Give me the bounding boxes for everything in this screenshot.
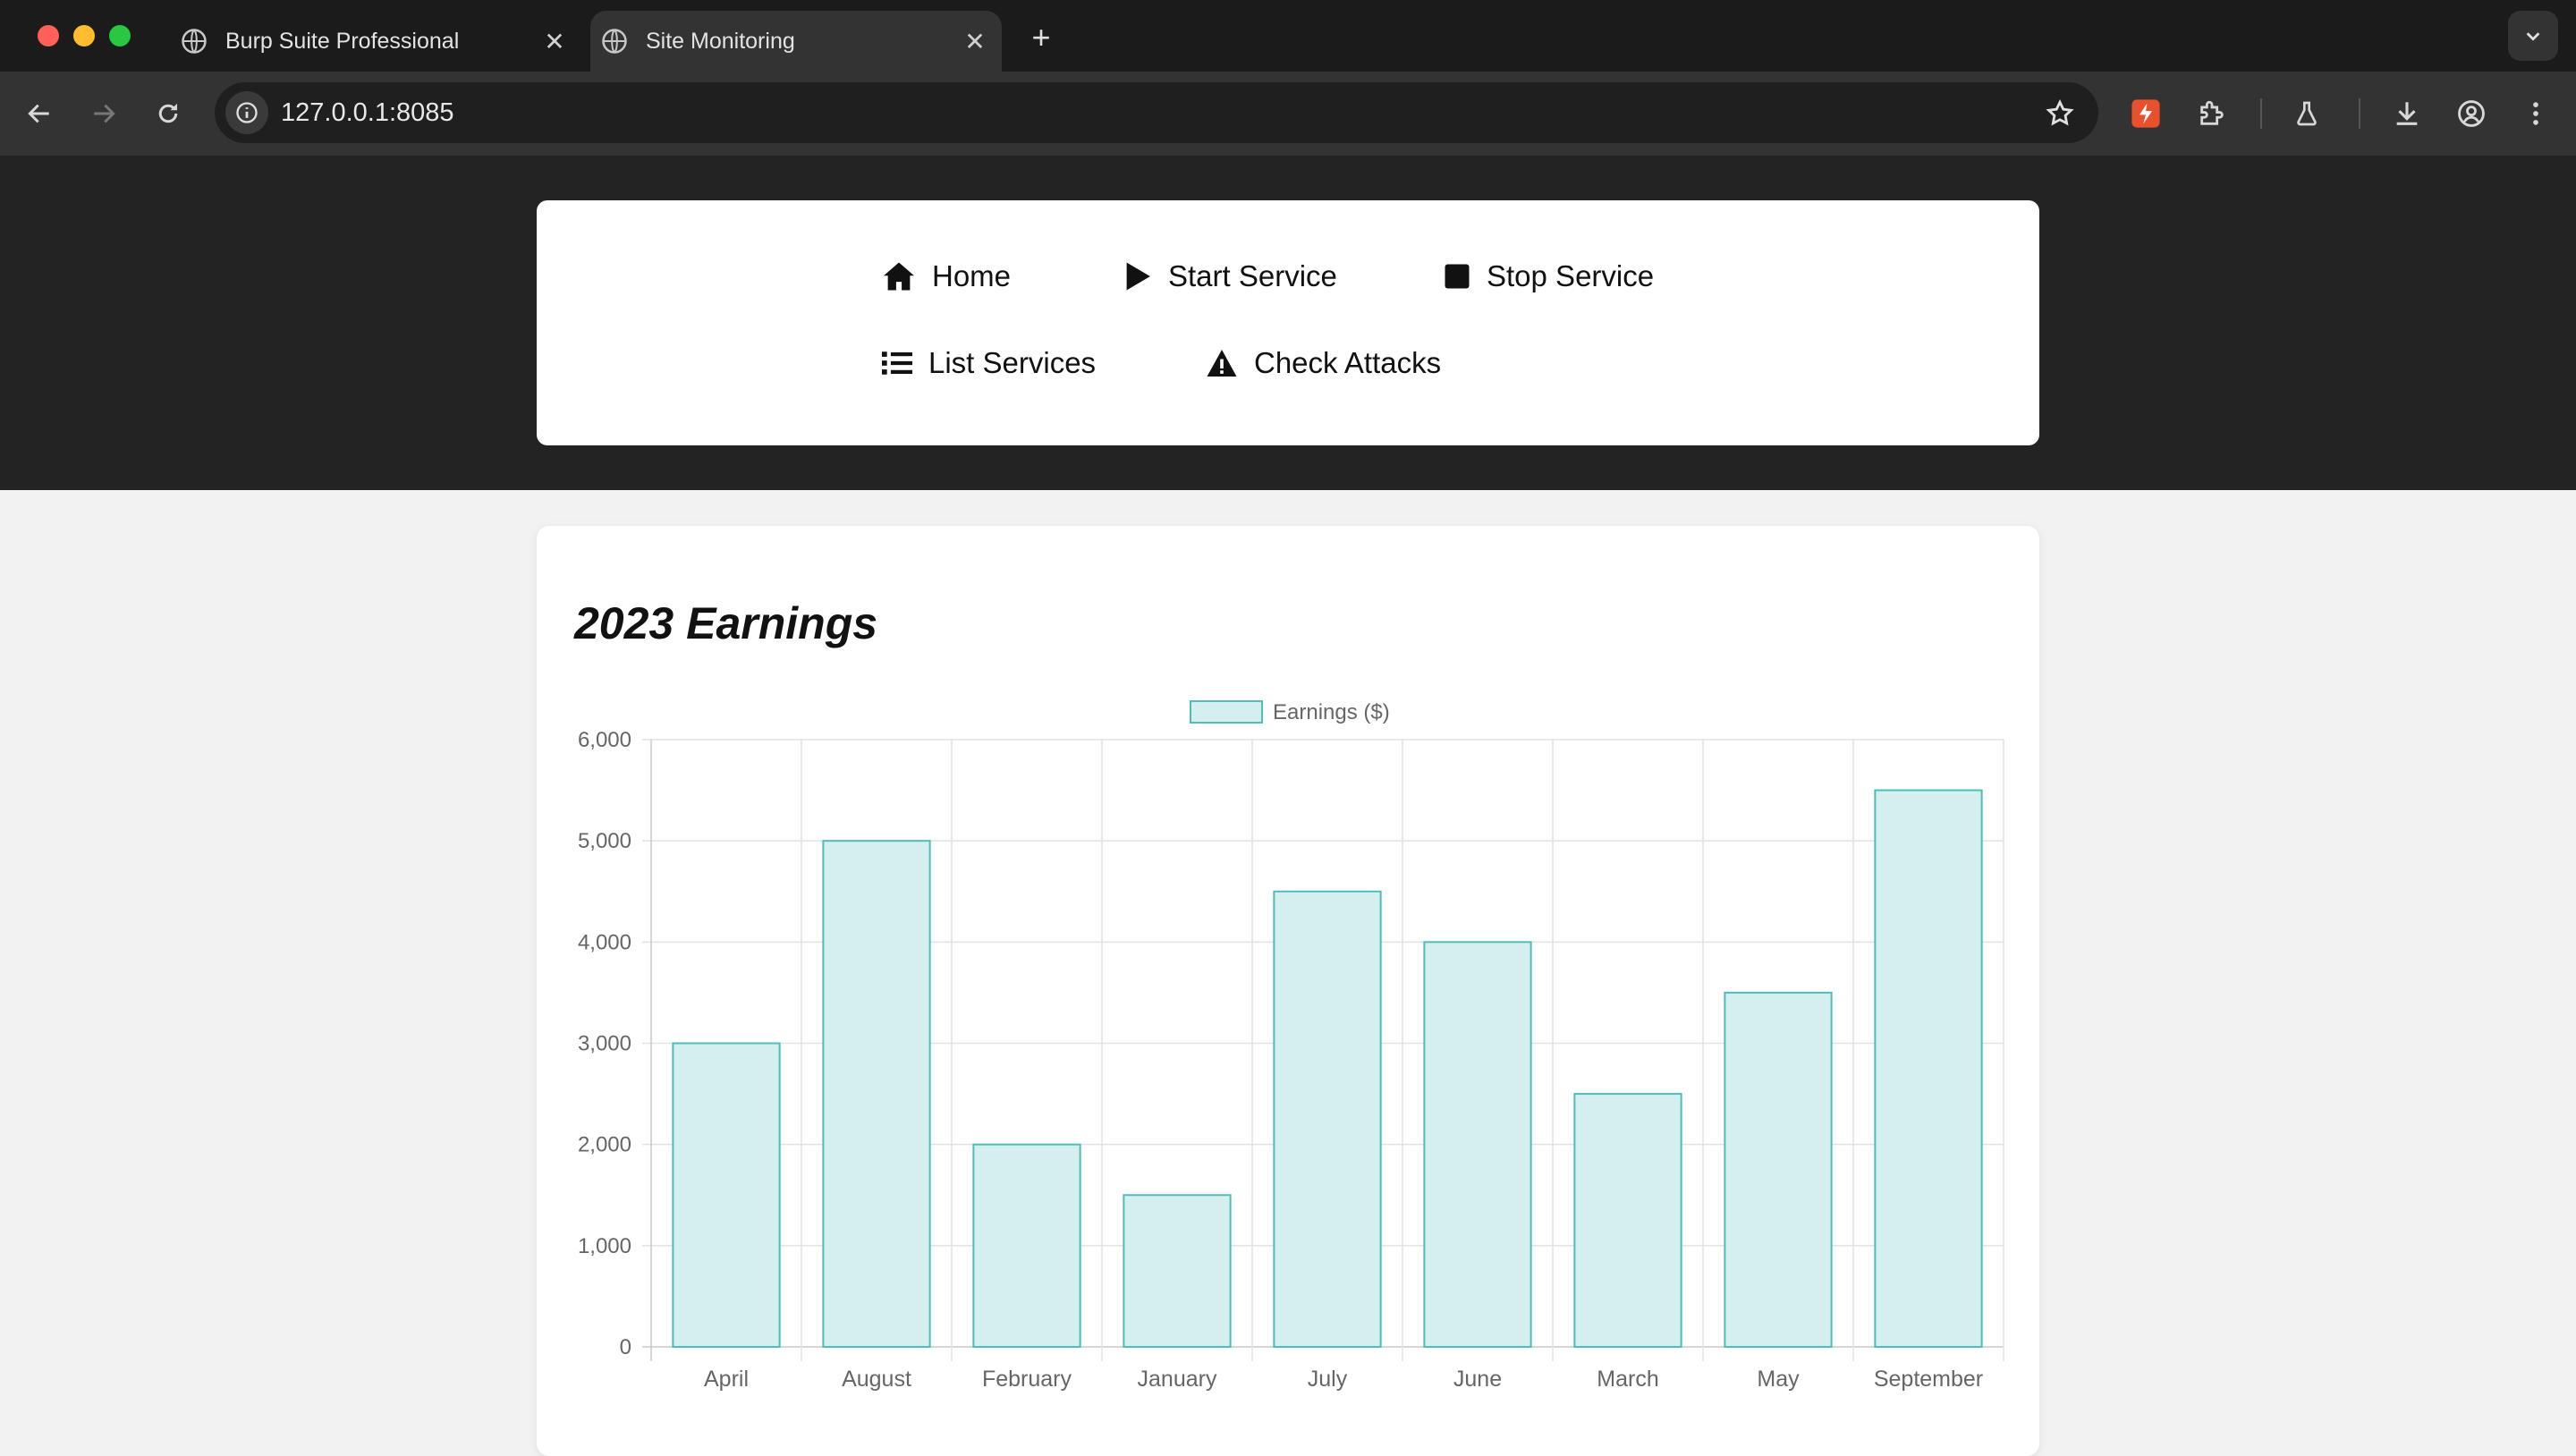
nav-stop-service-label: Stop Service <box>1487 259 1655 292</box>
minimize-window-button[interactable] <box>73 25 95 47</box>
new-tab-button[interactable]: + <box>1031 19 1051 55</box>
x-tick-label: July <box>1308 1367 1348 1392</box>
x-tick-label: March <box>1597 1367 1658 1392</box>
browser-tab-bar: Burp Suite Professional ✕ Site Monitorin… <box>0 0 2576 72</box>
nav-list-services[interactable]: List Services <box>882 346 1096 380</box>
toolbar-divider <box>2359 98 2360 129</box>
nav-start-service-label: Start Service <box>1168 259 1337 292</box>
close-window-button[interactable] <box>38 25 59 47</box>
forward-button[interactable] <box>82 92 125 135</box>
labs-flask-icon[interactable] <box>2288 95 2326 132</box>
bar-august <box>822 840 931 1348</box>
extensions-puzzle-icon[interactable] <box>2193 95 2231 132</box>
download-icon[interactable] <box>2388 95 2426 132</box>
stop-icon <box>1445 264 1470 289</box>
menu-kebab-icon[interactable] <box>2517 95 2555 132</box>
globe-icon <box>601 28 628 55</box>
x-tick-label: June <box>1453 1367 1502 1392</box>
x-tick-label: September <box>1874 1367 1983 1392</box>
bar-may <box>1724 991 1833 1349</box>
x-tick-label: January <box>1138 1367 1217 1392</box>
home-icon <box>884 262 914 291</box>
tab-title: Burp Suite Professional <box>225 28 460 54</box>
site-info-icon[interactable] <box>225 91 268 134</box>
browser-toolbar: 127.0.0.1:8085 <box>0 72 2576 156</box>
warning-icon <box>1207 350 1237 377</box>
nav-home-label: Home <box>932 259 1012 292</box>
y-tick-label: 0 <box>620 1335 631 1359</box>
tab-burp-suite[interactable]: Burp Suite Professional ✕ <box>170 11 581 72</box>
bar-july <box>1273 890 1382 1348</box>
nav-start-service[interactable]: Start Service <box>1123 259 1337 293</box>
x-tick-label: April <box>704 1367 749 1392</box>
nav-stop-service[interactable]: Stop Service <box>1444 259 1654 293</box>
bar-june <box>1423 941 1532 1348</box>
tab-search-button[interactable] <box>2508 11 2558 61</box>
y-tick-label: 1,000 <box>578 1234 631 1258</box>
earnings-bar-chart: 0 1,000 2,000 3,000 4,000 5,000 6,000 April Augu… <box>578 700 2004 1392</box>
bar-march <box>1573 1093 1682 1348</box>
close-icon[interactable]: ✕ <box>544 27 565 55</box>
bar-april <box>672 1042 781 1348</box>
bookmark-star-icon[interactable] <box>2045 98 2075 129</box>
bar-january <box>1123 1194 1232 1348</box>
y-tick-label: 4,000 <box>578 930 631 954</box>
bar-february <box>972 1143 1081 1349</box>
profile-avatar-icon[interactable] <box>2453 95 2490 132</box>
earnings-chart-card: 2023 Earnings 0 1,000 2,000 3,000 4,000 5,000… <box>537 526 2039 1456</box>
tab-site-monitoring[interactable]: Site Monitoring ✕ <box>590 11 1002 72</box>
list-icon <box>882 351 912 375</box>
y-tick-label: 5,000 <box>578 829 631 853</box>
y-tick-label: 3,000 <box>578 1032 631 1056</box>
close-icon[interactable]: ✕ <box>964 27 986 55</box>
address-bar[interactable]: 127.0.0.1:8085 <box>215 82 2098 143</box>
maximize-window-button[interactable] <box>109 25 131 47</box>
reload-icon <box>158 103 178 123</box>
nav-check-attacks-label: Check Attacks <box>1254 346 1442 379</box>
arrow-right-icon <box>94 104 115 123</box>
toolbar-divider <box>2260 98 2262 129</box>
legend-swatch <box>1190 700 1263 724</box>
reload-button[interactable] <box>147 92 190 135</box>
legend-label: Earnings ($) <box>1273 700 1390 724</box>
nav-menu: Home Start Service Stop Service List Ser… <box>537 200 2039 445</box>
tab-title: Site Monitoring <box>646 28 795 54</box>
arrow-left-icon <box>28 104 49 123</box>
nav-list-services-label: List Services <box>928 346 1097 379</box>
chart-title: 2023 Earnings <box>574 598 878 648</box>
url-text[interactable]: 127.0.0.1:8085 <box>281 98 454 127</box>
x-tick-label: August <box>842 1367 911 1392</box>
chevron-down-icon <box>2526 32 2540 41</box>
y-tick-label: 2,000 <box>578 1133 631 1157</box>
x-tick-label: February <box>982 1367 1072 1392</box>
y-tick-label: 6,000 <box>578 728 631 752</box>
burp-extension-icon[interactable] <box>2127 95 2165 132</box>
nav-check-attacks[interactable]: Check Attacks <box>1206 346 1441 380</box>
x-tick-label: May <box>1757 1367 1800 1392</box>
play-icon <box>1126 262 1150 291</box>
bar-september <box>1874 789 1983 1349</box>
globe-icon <box>181 28 208 55</box>
nav-home[interactable]: Home <box>882 259 1011 293</box>
back-button[interactable] <box>18 92 61 135</box>
